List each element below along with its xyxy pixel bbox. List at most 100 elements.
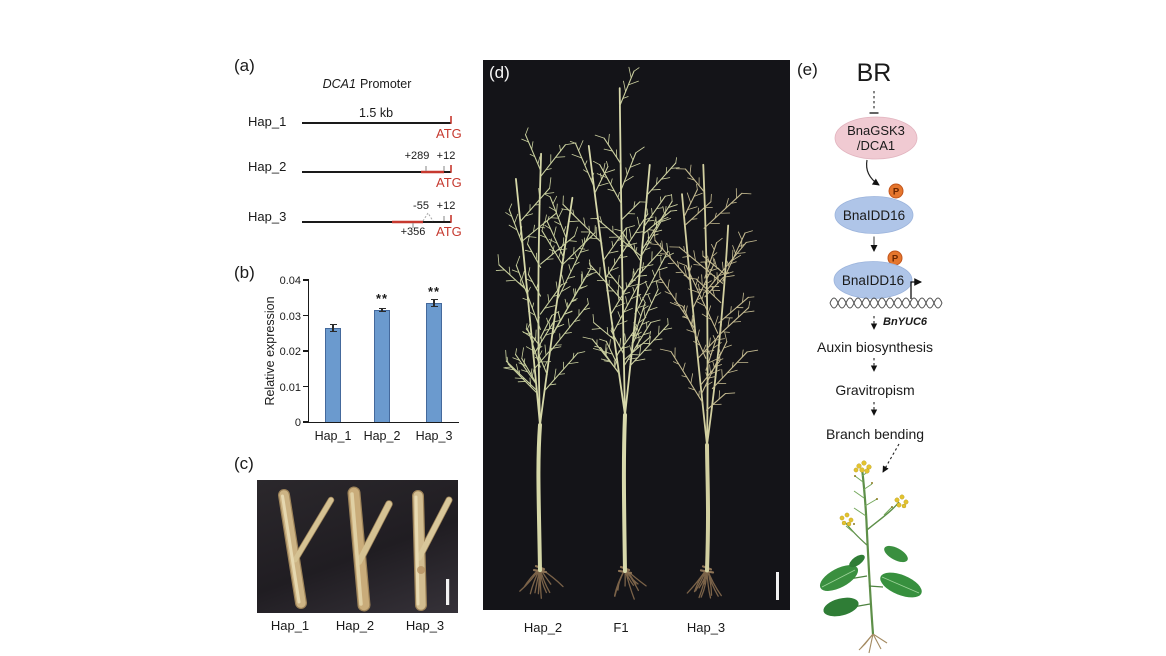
y-axis-title: Relative expression <box>263 296 277 406</box>
hap3-insertion-caret <box>422 212 434 222</box>
plant-stem <box>860 467 875 635</box>
phospho-badge-1 <box>888 183 904 199</box>
promoter-title: DCA1 Promoter <box>287 77 447 91</box>
arrow-to-plant <box>882 443 900 473</box>
hap3-pos-356: +356 <box>400 226 426 238</box>
plants-photo-svg <box>495 66 759 600</box>
hap2-pos-12: +12 <box>436 150 456 162</box>
gene-name: DCA1 <box>322 77 356 91</box>
plant-buds <box>853 475 893 525</box>
kinase-label: BnaGSK3 /DCA1 <box>847 123 905 153</box>
bar-Hap_1 <box>325 327 341 422</box>
hap3-row-label: Hap_3 <box>248 209 287 224</box>
bar-Hap_3 <box>426 303 442 422</box>
plant-caption-f1: F1 <box>613 620 629 635</box>
y-axis-tick-label: 0 <box>294 417 301 429</box>
branch-caption-hap1: Hap_1 <box>270 618 310 633</box>
y-axis-tick <box>303 385 309 388</box>
bar-chart-plot: 0 0.01 0.02 0.03 0.04 Relative expression Hap_… <box>263 275 459 443</box>
y-axis-tick-label: 0.03 <box>279 310 301 323</box>
step-branch-bending: Branch bending <box>825 426 925 442</box>
panel-c-label: (c) <box>234 454 254 473</box>
branch-caption-hap2: Hap_2 <box>335 618 375 633</box>
hap3-atg-label: ATG <box>436 224 462 239</box>
significance-marker: ** <box>375 291 389 307</box>
error-bar-cap-bottom <box>329 330 337 333</box>
pathway-diagram: P P <box>829 91 943 473</box>
branch-hap1 <box>278 489 335 609</box>
idd-label-2: BnaIDD16 <box>841 273 905 288</box>
plant-illustration <box>819 460 922 654</box>
significance-marker: ** <box>427 284 441 300</box>
plant-raceme-twigs <box>845 470 893 533</box>
hap1-row-label: Hap_1 <box>248 114 287 129</box>
hap2-row-label: Hap_2 <box>248 159 287 174</box>
y-axis-tick <box>303 314 309 317</box>
phospho-letter-1: P <box>893 187 900 198</box>
plant-2-roots <box>686 567 722 599</box>
error-bar-line <box>332 324 334 332</box>
panel-e-label: (e) <box>797 60 818 79</box>
branch-photo <box>257 480 458 613</box>
panel-d-label: (d) <box>489 63 510 82</box>
plant-1-roots <box>613 568 647 600</box>
step-auxin-biosynthesis: Auxin biosynthesis <box>817 339 933 355</box>
y-axis-tick-label: 0.01 <box>279 381 301 394</box>
br-label: BR <box>856 59 892 87</box>
plant-1-stem <box>621 413 627 573</box>
error-bar-cap-top <box>430 298 438 301</box>
error-bar-cap-bottom <box>430 306 438 308</box>
branch-hap2 <box>347 486 393 612</box>
plant-roots <box>858 633 888 654</box>
promoter-word: Promoter <box>359 77 412 91</box>
transcription-arrow <box>910 278 923 299</box>
plant-0-roots <box>519 567 564 599</box>
phospho-letter-2: P <box>892 254 899 265</box>
plant-flower-clusters <box>839 460 909 527</box>
plant-0-stem <box>536 423 542 573</box>
y-axis-tick-label: 0.02 <box>279 346 301 358</box>
scale-bar <box>446 579 450 605</box>
panel-a: (a) DCA1 Promoter Hap_1 1.5 kb ATG Hap_2 … <box>232 55 467 253</box>
y-axis-tick <box>303 350 309 352</box>
yuc6-gene-label: BnYUC6 <box>883 316 928 328</box>
error-bar-cap-top <box>329 323 337 325</box>
y-axis-tick <box>303 279 309 281</box>
hap1-atg-label: ATG <box>436 126 462 141</box>
error-bar-line <box>381 308 383 312</box>
x-axis-category-label: Hap_1 <box>314 429 352 443</box>
kinase-ellipse <box>834 116 918 160</box>
branch-hap3 <box>412 490 453 611</box>
branch-caption-hap3: Hap_3 <box>405 618 445 633</box>
scale-bar <box>776 572 780 600</box>
branch-photo-art <box>278 486 453 612</box>
panel-b: (b) 0 0.01 0.02 0.03 0.04 Relative expression… <box>232 258 467 450</box>
hap2-atg-label: ATG <box>436 175 462 190</box>
panel-e: P P (e) BR BnaGSK3 /DCA1 BnaIDD16 BnaIDD… <box>795 55 975 656</box>
promoter-diagram <box>302 116 452 228</box>
panel-a-label: (a) <box>234 56 255 75</box>
promoter-size-label: 1.5 kb <box>358 106 394 120</box>
hap3-pos-12: +12 <box>436 200 456 212</box>
plant-caption-hap3: Hap_3 <box>686 620 726 635</box>
plant-branch-left <box>844 521 869 547</box>
panel-c: (c) <box>232 452 472 656</box>
x-axis-category-label: Hap_2 <box>363 429 401 443</box>
panel-b-label: (b) <box>234 263 255 282</box>
idd-label-1: BnaIDD16 <box>842 208 906 223</box>
idd-ellipse-1 <box>834 196 914 234</box>
phosphorylation-arrow <box>865 159 880 186</box>
bar-Hap_2 <box>374 310 390 422</box>
plant-branch-right <box>866 501 900 531</box>
error-bar-cap-bottom <box>378 311 386 313</box>
step-gravitropism: Gravitropism <box>835 382 915 398</box>
plant-caption-hap2: Hap_2 <box>523 620 563 635</box>
panel-d: (d) Hap_2 F1 Hap_3 <box>483 60 793 656</box>
dna-helix-strand2 <box>829 297 943 309</box>
error-bar-line <box>433 299 435 307</box>
plant-leaves <box>819 545 922 617</box>
x-axis-category-label: Hap_3 <box>415 429 453 443</box>
hap3-pos-55: -55 <box>413 200 429 212</box>
error-bar-cap-top <box>378 308 386 310</box>
y-axis-tick-label: 0.04 <box>279 275 301 287</box>
